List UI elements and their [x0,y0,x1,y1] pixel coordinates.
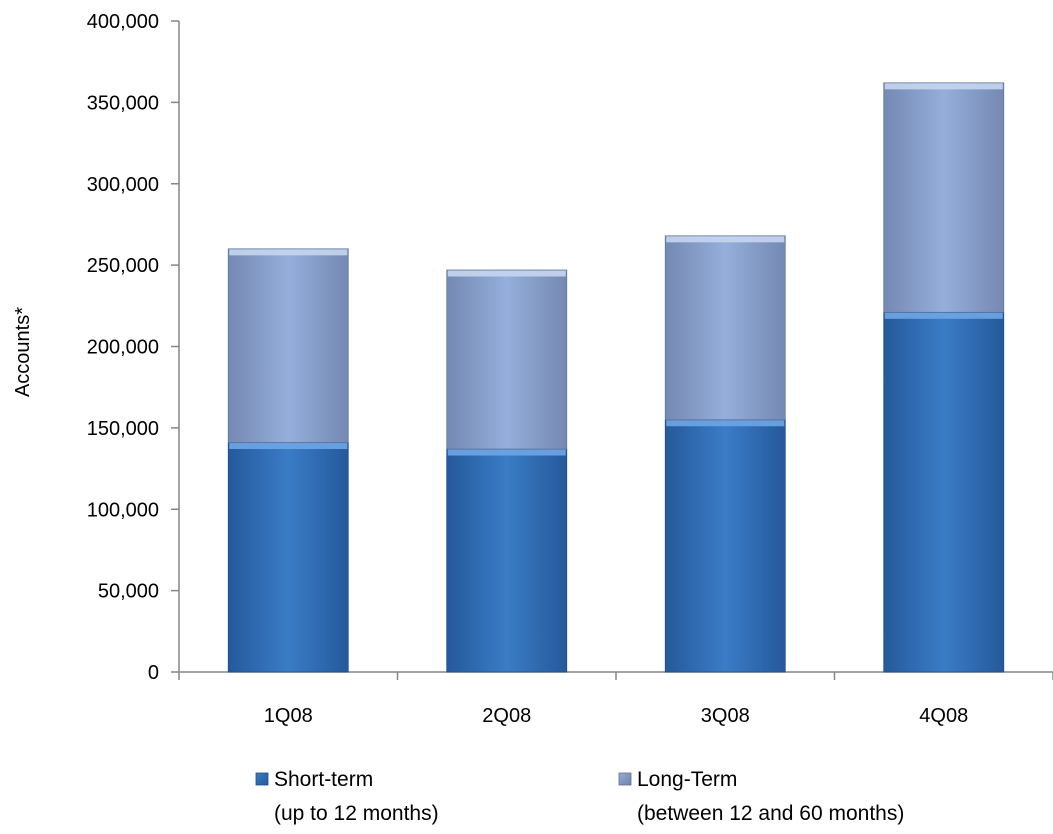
x-tick-label: 1Q08 [264,705,313,727]
legend-swatch-long-term [618,772,632,786]
bar-highlight-long-term-4q08 [884,83,1003,90]
bar-highlight-long-term-2q08 [447,270,566,277]
legend-sublabel-short-term: (up to 12 months) [274,802,439,825]
bar-highlight-short-term-4q08 [884,312,1003,319]
bars [227,82,1005,673]
legend-swatch-short-term [255,772,269,786]
y-tick-label: 300,000 [87,174,159,196]
x-ticks: 1Q08 2Q08 3Q08 4Q08 [178,672,1053,727]
legend-item-long-term: Long-Term (between 12 and 60 months) [618,768,904,825]
bar-highlight-short-term-3q08 [666,420,785,427]
bar-short-term-1q08 [227,442,349,673]
bar-short-term-3q08 [664,419,786,673]
bar-short-term-2q08 [446,448,568,673]
legend-item-short-term: Short-term (up to 12 months) [255,768,439,825]
bar-long-term-4q08 [883,82,1005,313]
y-tick-label: 200,000 [87,337,159,359]
x-tick-label: 2Q08 [482,705,531,727]
y-tick-label: 150,000 [87,418,159,440]
y-tick-label: 400,000 [87,11,159,33]
y-tick-label: 0 [148,662,159,684]
x-tick-label: 3Q08 [701,705,750,727]
x-tick-label: 4Q08 [919,705,968,727]
legend-label-long-term: Long-Term [637,768,737,791]
bar-long-term-1q08 [227,248,349,443]
bar-highlight-short-term-2q08 [447,449,566,456]
bar-highlight-long-term-3q08 [666,236,785,243]
legend: Short-term (up to 12 months) Long-Term (… [255,768,904,825]
y-axis-title: Accounts* [12,307,34,397]
legend-sublabel-long-term: (between 12 and 60 months) [637,802,904,825]
legend-label-short-term: Short-term [274,768,373,791]
bar-highlight-short-term-1q08 [229,443,348,450]
bar-short-term-4q08 [883,311,1005,673]
y-tick-label: 350,000 [87,92,159,114]
y-tick-label: 250,000 [87,255,159,277]
y-ticks: 0 50,000 100,000 150,000 200,000 250,000 300,0… [87,11,179,684]
y-tick-label: 100,000 [87,499,159,521]
bar-long-term-3q08 [664,235,786,421]
y-tick-label: 50,000 [98,581,159,603]
bar-highlight-long-term-1q08 [229,249,348,256]
bar-long-term-2q08 [446,269,568,450]
